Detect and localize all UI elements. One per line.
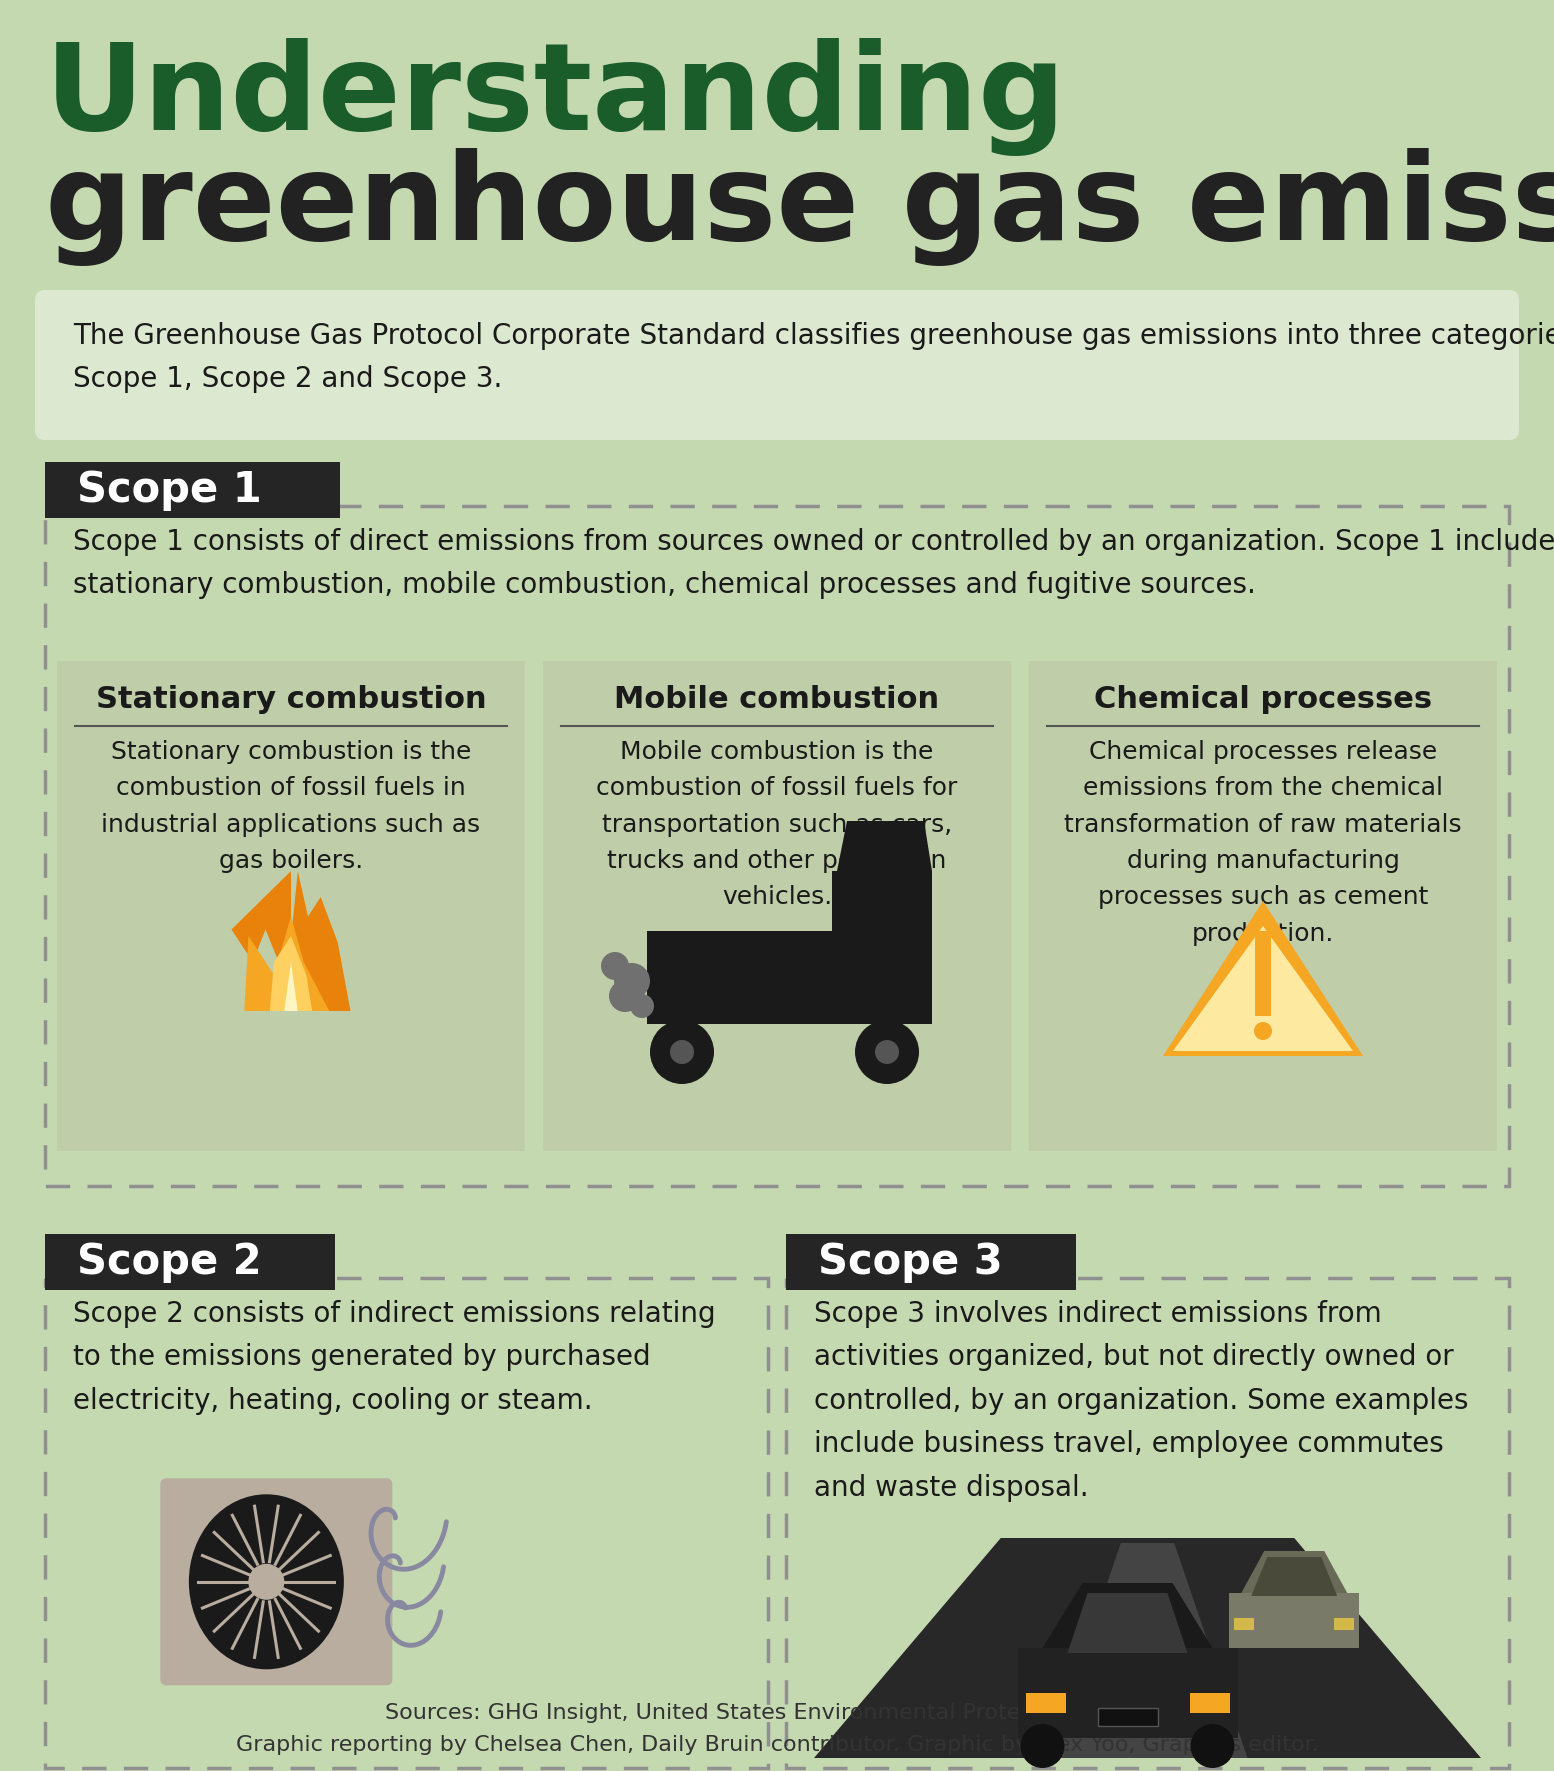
- Text: Scope 1: Scope 1: [78, 469, 261, 512]
- Bar: [1229, 1592, 1360, 1649]
- Bar: [1026, 1693, 1066, 1713]
- Text: Scope 2: Scope 2: [78, 1241, 261, 1282]
- Polygon shape: [1162, 901, 1363, 1056]
- FancyBboxPatch shape: [1029, 661, 1497, 1151]
- Polygon shape: [244, 917, 329, 1011]
- FancyBboxPatch shape: [160, 1479, 392, 1686]
- Polygon shape: [1251, 1557, 1338, 1596]
- Circle shape: [249, 1564, 284, 1599]
- Circle shape: [601, 953, 629, 979]
- Circle shape: [875, 1040, 900, 1064]
- Circle shape: [670, 1040, 695, 1064]
- Circle shape: [1021, 1723, 1064, 1767]
- Bar: [1018, 1649, 1237, 1737]
- Bar: [831, 871, 932, 1006]
- FancyBboxPatch shape: [542, 661, 1012, 1151]
- Bar: [646, 932, 838, 1006]
- Text: Scope 1 consists of direct emissions from sources owned or controlled by an orga: Scope 1 consists of direct emissions fro…: [73, 528, 1554, 599]
- Text: Sources: GHG Insight, United States Environmental Protection Agency.
Graphic rep: Sources: GHG Insight, United States Envi…: [236, 1702, 1318, 1755]
- Text: Stationary combustion: Stationary combustion: [96, 685, 486, 714]
- Polygon shape: [270, 937, 312, 1011]
- Text: Chemical processes: Chemical processes: [1094, 685, 1433, 714]
- Polygon shape: [814, 1537, 1481, 1759]
- Text: Chemical processes release
emissions from the chemical
transformation of raw mat: Chemical processes release emissions fro…: [1064, 740, 1462, 946]
- Text: Stationary combustion is the
combustion of fossil fuels in
industrial applicatio: Stationary combustion is the combustion …: [101, 740, 480, 873]
- FancyBboxPatch shape: [45, 1234, 336, 1289]
- Circle shape: [629, 994, 654, 1018]
- Circle shape: [609, 979, 640, 1011]
- Polygon shape: [1173, 926, 1354, 1050]
- Polygon shape: [1043, 1583, 1212, 1649]
- Text: Scope 2 consists of indirect emissions relating
to the emissions generated by pu: Scope 2 consists of indirect emissions r…: [73, 1300, 716, 1415]
- Polygon shape: [1068, 1592, 1187, 1652]
- Text: The Greenhouse Gas Protocol Corporate Standard classifies greenhouse gas emissio: The Greenhouse Gas Protocol Corporate St…: [73, 322, 1554, 393]
- Circle shape: [1254, 1022, 1273, 1040]
- Text: greenhouse gas emissions: greenhouse gas emissions: [45, 149, 1554, 266]
- Polygon shape: [1242, 1551, 1347, 1592]
- Ellipse shape: [190, 1495, 343, 1670]
- Text: Mobile combustion: Mobile combustion: [614, 685, 940, 714]
- Text: Scope 3 involves indirect emissions from
activities organized, but not directly : Scope 3 involves indirect emissions from…: [814, 1300, 1469, 1502]
- Text: Scope 3: Scope 3: [817, 1241, 1002, 1282]
- Polygon shape: [284, 962, 298, 1011]
- Bar: [1234, 1619, 1254, 1629]
- Bar: [1189, 1693, 1229, 1713]
- Bar: [1097, 1707, 1158, 1727]
- Polygon shape: [838, 822, 932, 871]
- FancyBboxPatch shape: [45, 462, 340, 517]
- FancyBboxPatch shape: [786, 1234, 1075, 1289]
- Circle shape: [614, 963, 650, 999]
- FancyBboxPatch shape: [57, 661, 525, 1151]
- Text: Mobile combustion is the
combustion of fossil fuels for
transportation such as c: Mobile combustion is the combustion of f…: [597, 740, 957, 909]
- Circle shape: [650, 1020, 713, 1084]
- FancyBboxPatch shape: [36, 290, 1518, 439]
- Polygon shape: [1047, 1543, 1248, 1759]
- Bar: [646, 1006, 932, 1024]
- Bar: [1256, 932, 1271, 1017]
- Text: Understanding: Understanding: [45, 37, 1066, 156]
- Bar: [1335, 1619, 1354, 1629]
- Circle shape: [1190, 1723, 1234, 1767]
- Circle shape: [855, 1020, 918, 1084]
- Polygon shape: [232, 871, 351, 1011]
